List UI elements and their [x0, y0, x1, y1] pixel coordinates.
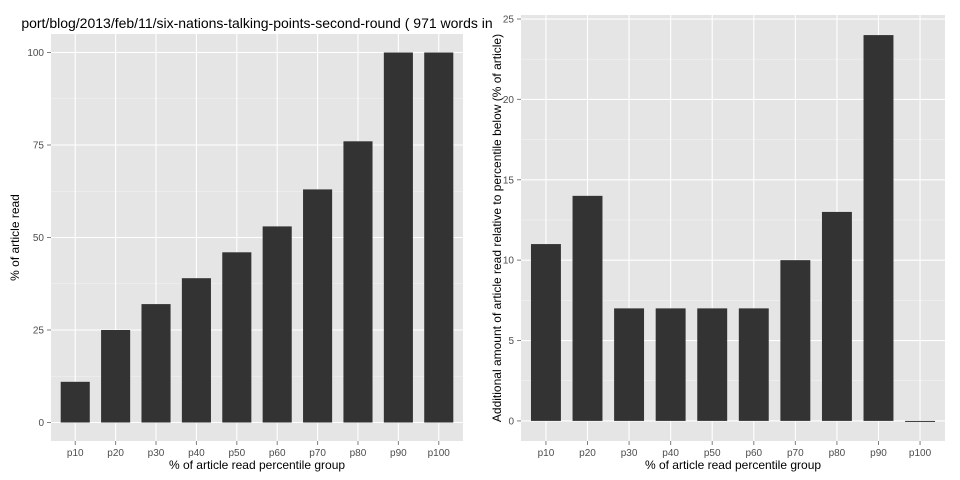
bar-p30	[141, 304, 171, 423]
bar-p60	[738, 308, 769, 421]
bar-p10	[60, 381, 90, 423]
x-tick-label: p10	[538, 448, 555, 459]
x-tick-label: p60	[269, 448, 286, 459]
x-tick-label: p90	[390, 448, 407, 459]
y-tick-label: 25	[503, 15, 515, 26]
bar-p20	[572, 195, 603, 421]
bar-p40	[655, 308, 686, 421]
bar-p50	[222, 252, 252, 423]
bar-p40	[181, 278, 211, 423]
bar-p100	[424, 52, 454, 423]
y-tick-label: 10	[503, 256, 515, 267]
bar-p10	[530, 244, 561, 421]
x-axis-right: p10 p20 p30 p40 p50 p60 p70 p80 p90 p100	[538, 441, 932, 459]
bar-p60	[262, 226, 292, 423]
y-tick-label: 15	[503, 175, 515, 186]
y-tick-label: 25	[33, 326, 45, 337]
bar-p30	[614, 308, 645, 421]
x-tick-label: p50	[704, 448, 721, 459]
x-tick-label: p80	[350, 448, 367, 459]
y-axis-left: 0 25 50 75 100	[27, 48, 51, 429]
x-tick-label: p100	[909, 448, 932, 459]
x-tick-label: p10	[67, 448, 84, 459]
bar-p70	[303, 189, 333, 423]
bar-p20	[101, 330, 131, 423]
y-tick-label: 0	[508, 416, 514, 427]
x-tick-label: p50	[228, 448, 245, 459]
x-axis-title-right: % of article read percentile group	[645, 458, 821, 472]
bar-p80	[343, 141, 373, 423]
x-tick-label: p100	[428, 448, 451, 459]
x-axis-left: p10 p20 p30 p40 p50 p60 p70 p80 p90 p100	[67, 441, 450, 459]
x-tick-label: p20	[107, 448, 124, 459]
x-tick-label: p30	[148, 448, 165, 459]
bars-right	[530, 35, 936, 422]
x-tick-label: p80	[829, 448, 846, 459]
y-tick-label: 20	[503, 95, 515, 106]
y-axis-title-left: % of article read	[8, 194, 22, 281]
y-axis-title-right: Additional amount of article read relati…	[490, 34, 504, 422]
x-tick-label: p30	[621, 448, 638, 459]
x-tick-label: p40	[188, 448, 205, 459]
x-tick-label: p70	[787, 448, 804, 459]
y-axis-right: 0 5 10 15 20 25	[503, 15, 521, 427]
y-tick-label: 5	[508, 336, 514, 347]
y-tick-label: 0	[38, 418, 44, 429]
x-axis-title-left: % of article read percentile group	[169, 458, 345, 472]
x-tick-label: p20	[579, 448, 596, 459]
x-tick-label: p60	[745, 448, 762, 459]
bar-p90	[383, 52, 413, 423]
x-tick-label: p70	[309, 448, 326, 459]
bar-p80	[821, 211, 852, 421]
x-tick-label: p40	[662, 448, 679, 459]
bar-p90	[863, 35, 894, 421]
x-tick-label: p90	[870, 448, 887, 459]
y-tick-label: 50	[33, 233, 45, 244]
bars-left	[60, 52, 454, 423]
y-tick-label: 75	[33, 141, 45, 152]
y-tick-label: 100	[27, 48, 44, 59]
bar-p70	[780, 260, 811, 421]
bar-p50	[697, 308, 728, 421]
chart-title-left: port/blog/2013/feb/11/six-nations-talkin…	[21, 15, 492, 31]
bar-p100	[905, 420, 936, 422]
